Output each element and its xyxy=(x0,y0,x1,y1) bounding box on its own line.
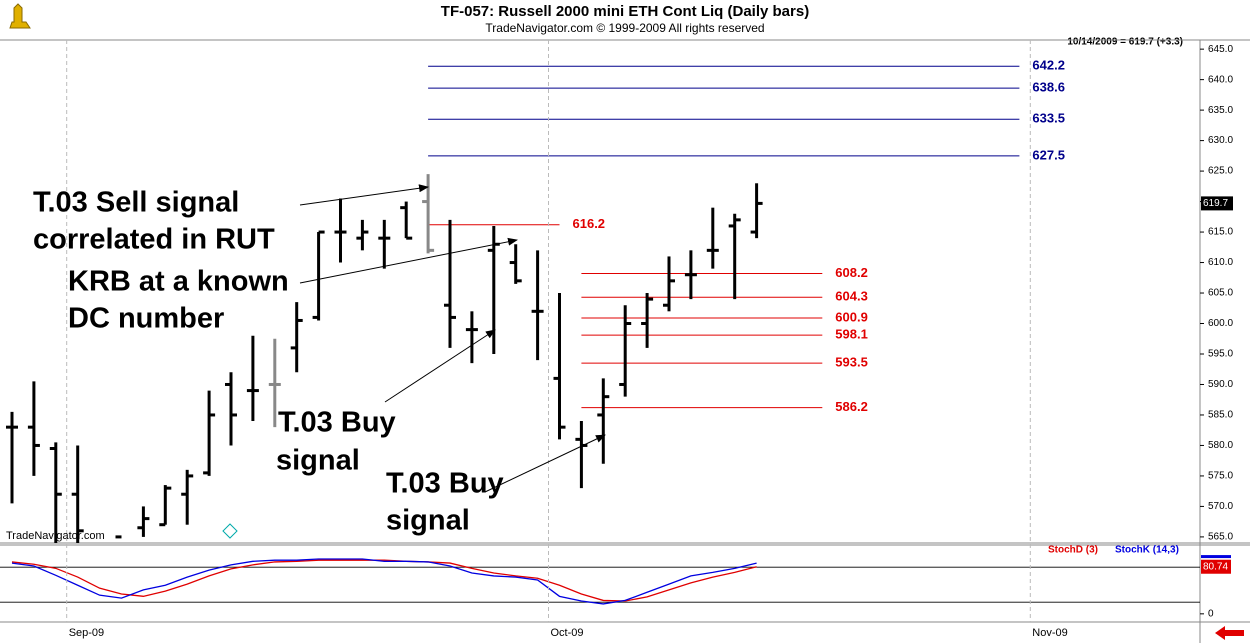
y-tick-label: 0 xyxy=(1208,608,1214,619)
arrow xyxy=(384,329,496,403)
y-tick-label: 610.0 xyxy=(1208,257,1233,268)
r-icon xyxy=(222,523,238,539)
annotation: T.03 Buy xyxy=(278,407,396,439)
stoch-pane xyxy=(0,558,1200,605)
y-tick-label: 635.0 xyxy=(1208,105,1233,116)
level-label: 633.5 xyxy=(1032,111,1065,126)
annotation: correlated in RUT xyxy=(33,224,275,256)
arrow xyxy=(484,434,606,493)
level-label: 638.6 xyxy=(1032,80,1065,95)
y-tick-label: 630.0 xyxy=(1208,135,1233,146)
annotation: DC number xyxy=(68,303,224,335)
value-box-label: 80.74 xyxy=(1203,561,1228,572)
y-tick-label: 580.0 xyxy=(1208,440,1233,451)
y-tick-label: 615.0 xyxy=(1208,227,1233,238)
y-tick-label: 625.0 xyxy=(1208,166,1233,177)
y-tick-label: 595.0 xyxy=(1208,349,1233,360)
level-label: 616.2 xyxy=(573,216,606,231)
y-tick-label: 600.0 xyxy=(1208,318,1233,329)
price-pane xyxy=(6,65,1020,543)
x-tick-label: Sep-09 xyxy=(69,627,104,639)
annotation: T.03 Sell signal xyxy=(33,187,239,219)
chart-subtitle: TradeNavigator.com © 1999-2009 All right… xyxy=(485,21,764,35)
level-label: 593.5 xyxy=(835,355,868,370)
x-tick-label: Nov-09 xyxy=(1032,627,1067,639)
stoch-line xyxy=(11,558,757,605)
y-tick-label: 605.0 xyxy=(1208,288,1233,299)
annotation: KRB at a known xyxy=(68,266,289,298)
stoch-line xyxy=(11,559,757,602)
annotation: signal xyxy=(276,445,360,477)
level-label: 598.1 xyxy=(835,327,868,342)
legend-entry: StochD (3) xyxy=(1048,545,1098,556)
x-tick-label: Oct-09 xyxy=(551,627,584,639)
price-box xyxy=(1201,196,1233,211)
y-tick-label: 590.0 xyxy=(1208,379,1233,390)
y-tick-label: 565.0 xyxy=(1208,532,1233,543)
arrow xyxy=(299,237,518,284)
level-label: 627.5 xyxy=(1032,147,1065,162)
level-label: 642.2 xyxy=(1032,58,1065,73)
y-tick-label: 570.0 xyxy=(1208,501,1233,512)
level-label: 586.2 xyxy=(835,399,868,414)
header-quote: 10/14/2009 = 619.7 (+3.3) xyxy=(1067,37,1183,48)
footer: TradeNavigator.com xyxy=(6,530,105,542)
level-label: 600.9 xyxy=(835,309,868,324)
annotation: signal xyxy=(386,505,470,537)
legend-entry: StochK (14,3) xyxy=(1115,545,1179,556)
annotation: T.03 Buy xyxy=(386,468,504,500)
axes: Sep-09 Oct-09 Nov-09 565.0 570.0 575.0 580.0 58… xyxy=(66,40,1233,639)
y-tick-label: 640.0 xyxy=(1208,74,1233,85)
value-box xyxy=(1201,559,1231,574)
scroll-arrow[interactable] xyxy=(1215,626,1244,640)
y-tick-label: 645.0 xyxy=(1208,44,1233,55)
arrow xyxy=(299,184,429,206)
annotations: T.03 Sell signal correlated in RUT KRB a… xyxy=(33,184,606,537)
y-tick-label: 585.0 xyxy=(1208,410,1233,421)
y-tick-label: 575.0 xyxy=(1208,471,1233,482)
price-box-label: 619.7 xyxy=(1203,198,1228,209)
chart-title: TF-057: Russell 2000 mini ETH Cont Liq (… xyxy=(441,3,809,20)
value-box xyxy=(1201,555,1231,559)
level-label: 608.2 xyxy=(835,265,868,280)
logo xyxy=(9,3,31,29)
level-label: 604.3 xyxy=(835,289,868,304)
